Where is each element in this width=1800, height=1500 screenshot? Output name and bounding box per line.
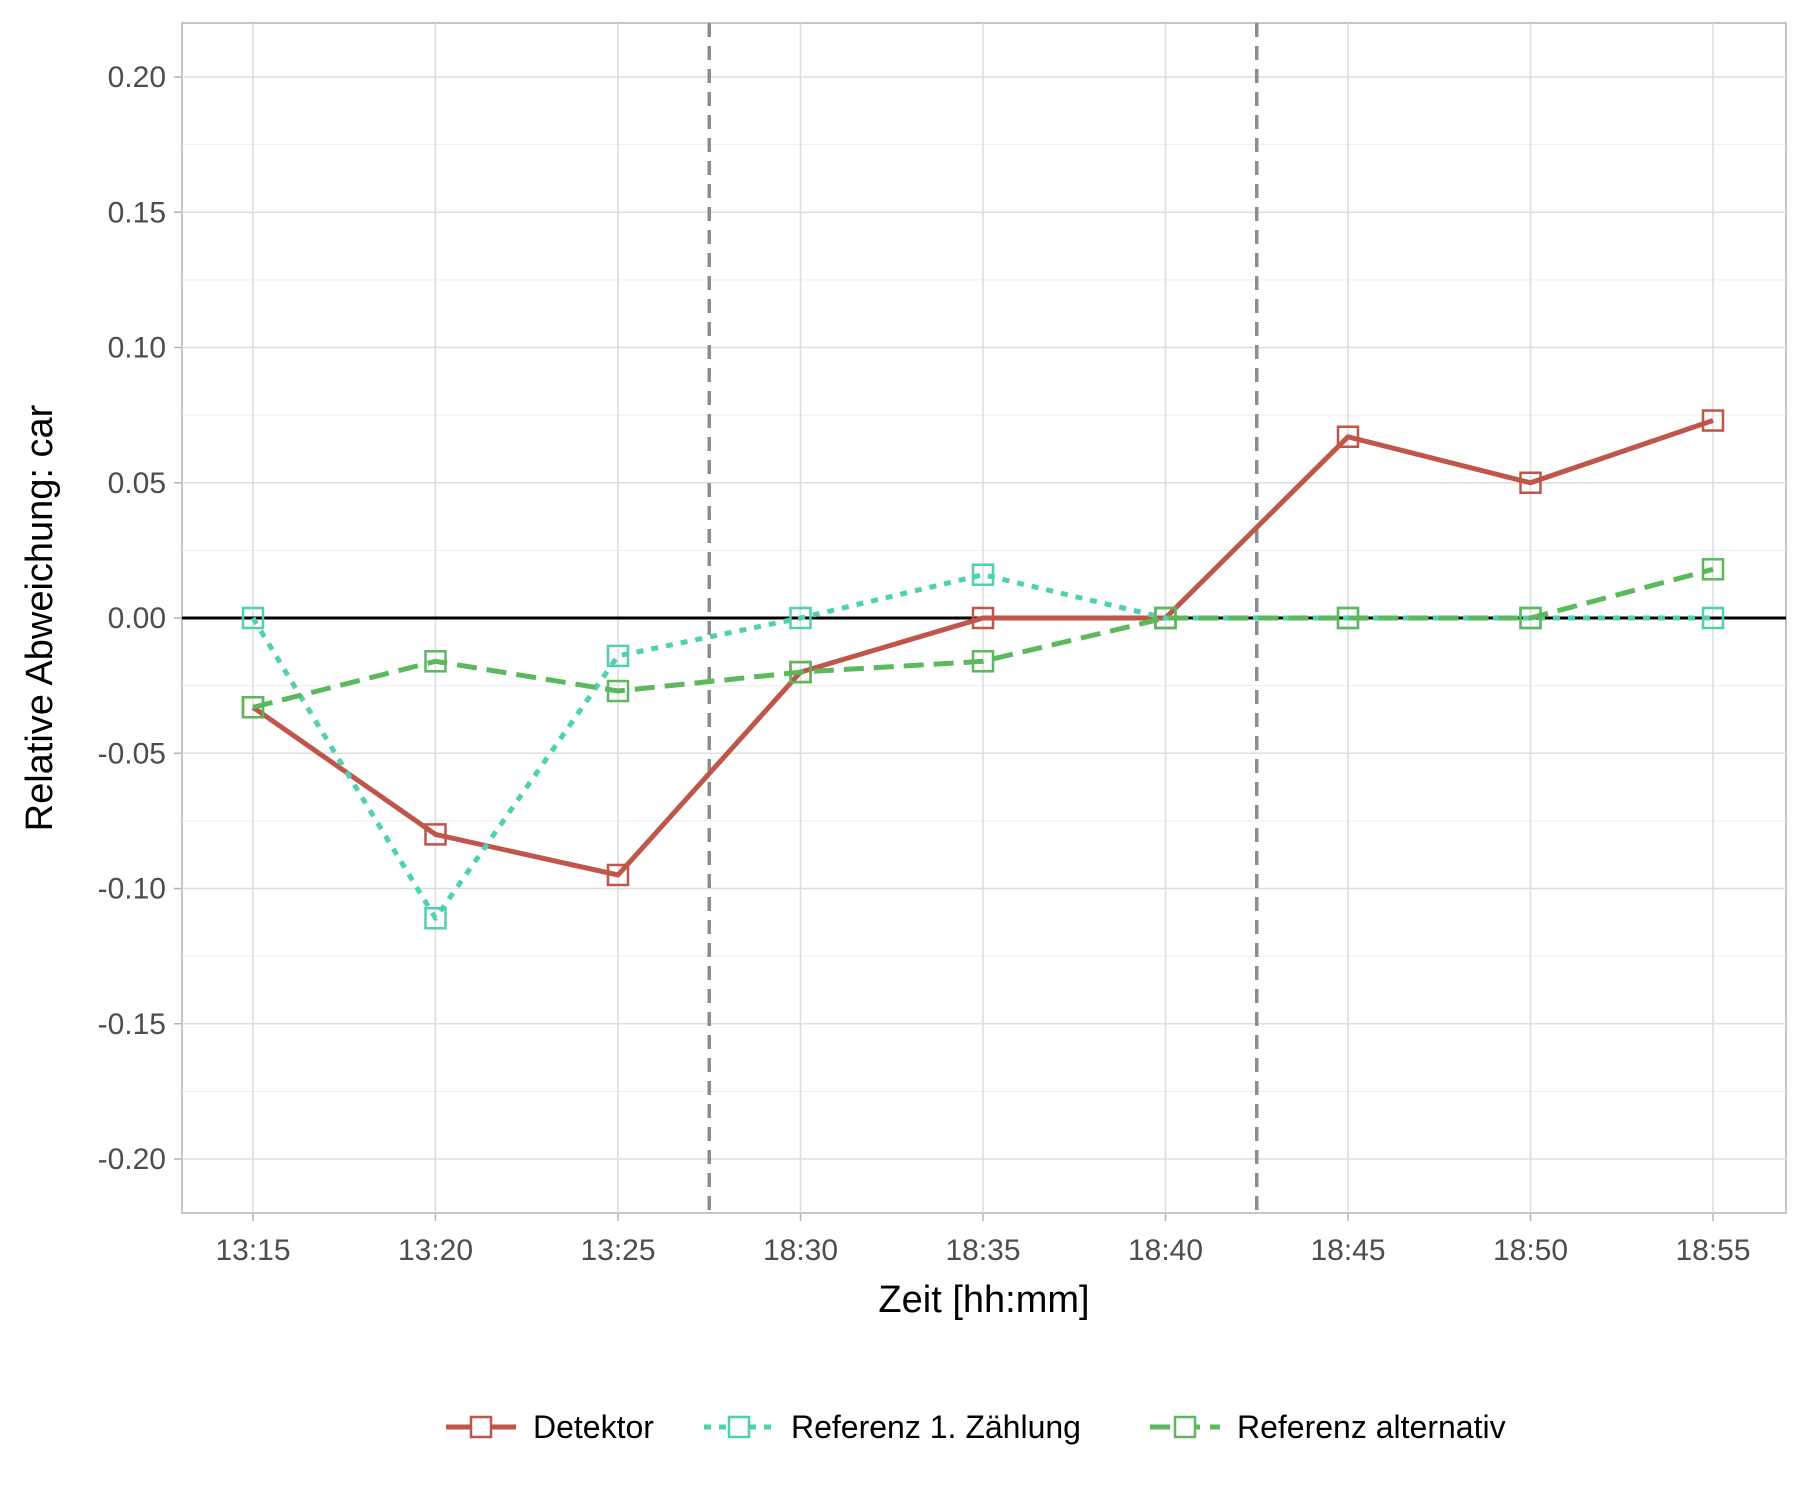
y-axis-title: Relative Abweichung: car — [19, 404, 61, 831]
x-tick-label: 18:30 — [763, 1234, 838, 1267]
legend-item: Referenz 1. Zählung — [704, 1409, 1081, 1445]
series-line — [251, 418, 1714, 878]
data-series — [241, 409, 1725, 930]
series-group — [241, 558, 1725, 719]
y-tick-label: 0.20 — [108, 61, 166, 94]
y-tick-labels: 0.20 0.15 0.10 0.05 0.00 -0.05 -0.10 -0.15 -0.20 — [98, 61, 182, 1176]
data-point-marker — [424, 907, 447, 930]
data-point-marker — [1519, 606, 1542, 630]
y-tick-label: -0.15 — [98, 1008, 166, 1041]
legend-item: Detektor — [446, 1409, 654, 1445]
y-tick-label: 0.15 — [108, 196, 166, 229]
y-tick-label: 0.05 — [108, 467, 166, 500]
x-tick-label: 18:35 — [945, 1234, 1020, 1267]
data-point-marker — [424, 823, 447, 846]
data-point-marker — [971, 606, 995, 630]
x-tick-label: 18:55 — [1675, 1234, 1750, 1267]
legend-key-marker — [469, 1415, 493, 1439]
data-point-marker — [606, 644, 630, 668]
data-point-marker — [789, 660, 812, 684]
legend-item: Referenz alternativ — [1150, 1409, 1506, 1445]
x-tick-labels: 13:15 13:20 13:25 18:30 18:35 18:40 18:45 18:50… — [215, 1213, 1751, 1267]
data-point-marker — [241, 606, 265, 630]
data-point-marker — [1701, 558, 1725, 581]
y-tick-label: -0.05 — [98, 737, 166, 770]
vertical-separators — [707, 23, 1259, 1213]
legend-label: Referenz 1. Zählung — [791, 1409, 1081, 1445]
x-tick-label: 18:50 — [1493, 1234, 1568, 1267]
series-line — [252, 566, 1714, 710]
x-axis-title: Zeit [hh:mm] — [878, 1279, 1089, 1321]
y-tick-label: -0.20 — [98, 1143, 166, 1176]
data-point-marker — [1336, 425, 1360, 449]
data-point-marker — [241, 696, 265, 719]
y-tick-label: -0.10 — [98, 873, 166, 906]
data-point-marker — [789, 606, 812, 630]
y-tick-label: 0.10 — [108, 332, 166, 365]
legend-key-marker — [727, 1415, 751, 1439]
data-point-marker — [1336, 606, 1360, 630]
x-tick-label: 13:25 — [580, 1234, 655, 1267]
data-point-marker — [606, 863, 630, 887]
data-point-marker — [1701, 606, 1725, 630]
legend-key-marker — [1173, 1415, 1197, 1439]
legend-label: Referenz alternativ — [1237, 1409, 1506, 1445]
data-point-marker — [1154, 606, 1177, 630]
data-point-marker — [606, 679, 630, 703]
data-point-marker — [1519, 471, 1542, 494]
y-tick-label: 0.00 — [108, 602, 166, 635]
data-point-marker — [424, 650, 447, 673]
legend: Detektor Referenz 1. Zählung Referenz alte… — [446, 1409, 1506, 1445]
x-tick-label: 13:15 — [215, 1234, 290, 1267]
data-point-marker — [971, 563, 995, 586]
x-tick-label: 13:20 — [398, 1234, 473, 1267]
data-point-marker — [971, 650, 995, 673]
x-tick-label: 18:40 — [1128, 1234, 1203, 1267]
data-point-marker — [1701, 409, 1725, 432]
x-tick-label: 18:45 — [1310, 1234, 1385, 1267]
legend-label: Detektor — [533, 1409, 654, 1445]
